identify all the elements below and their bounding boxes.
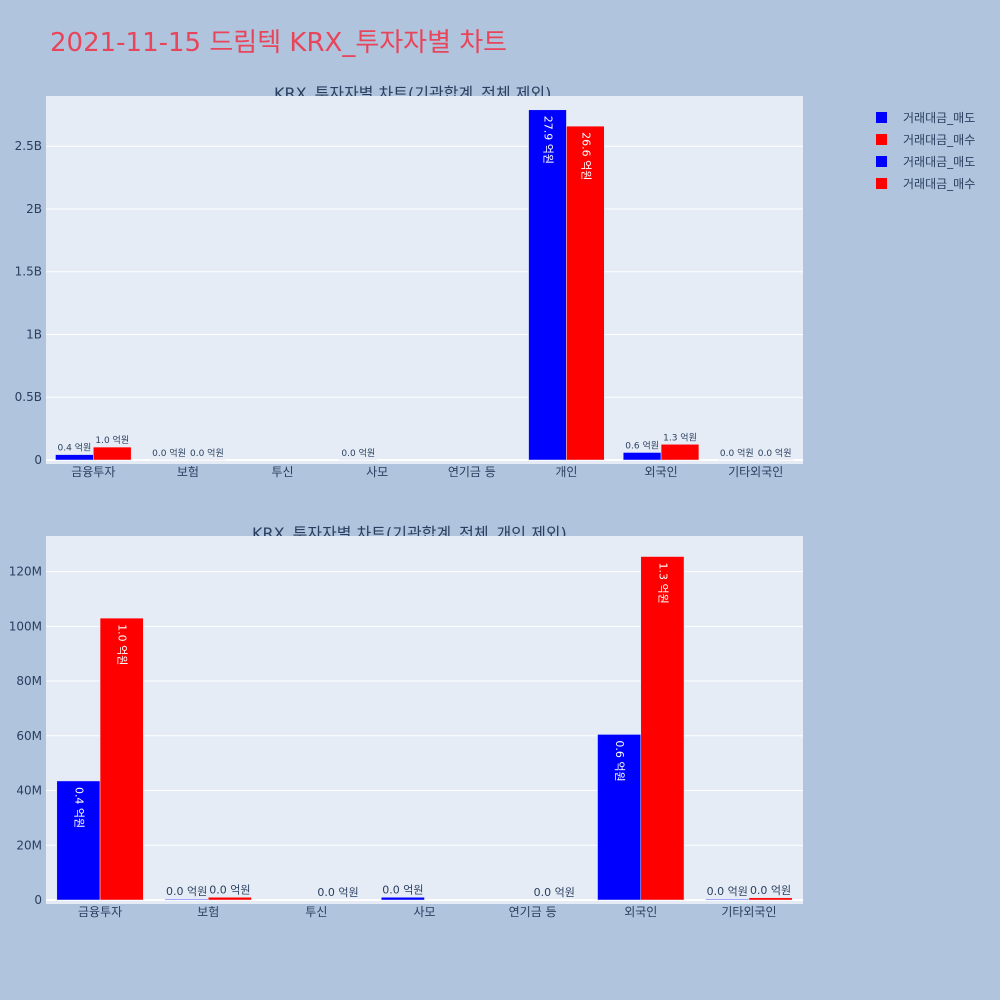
x-tick-label: 투신 xyxy=(272,465,294,479)
bar-value-label: 0.0 억원 xyxy=(166,885,207,898)
legend: 거래대금_매도 거래대금_매수 거래대금_매도 거래대금_매수 xyxy=(876,106,975,194)
bar-value-label: 0.0 억원 xyxy=(707,885,748,898)
x-tick-label: 사모 xyxy=(366,465,388,479)
bar-value-label: 1.0 억원 xyxy=(116,624,129,665)
x-tick-label: 기타외국인 xyxy=(728,465,783,479)
legend-label: 거래대금_매수 xyxy=(903,132,976,147)
legend-label: 거래대금_매도 xyxy=(903,154,976,169)
bar xyxy=(56,780,101,901)
legend-label: 거래대금_매수 xyxy=(903,176,976,191)
bar xyxy=(55,454,94,461)
bar-value-label: 0.4 억원 xyxy=(58,442,92,454)
bar-value-label: 0.0 억원 xyxy=(341,447,375,459)
y-tick-label: 0.5B xyxy=(15,390,42,404)
y-tick-label: 1.5B xyxy=(15,265,42,279)
bar-value-label: 0.0 억원 xyxy=(190,447,224,459)
bar xyxy=(99,617,144,901)
bar-value-label: 1.0 억원 xyxy=(95,434,129,446)
legend-swatch-sell xyxy=(876,111,887,123)
bar-value-label: 0.6 억원 xyxy=(625,439,659,451)
x-tick-label: 외국인 xyxy=(645,465,678,479)
x-tick-label: 연기금 등 xyxy=(509,905,557,919)
x-tick-label: 금융투자 xyxy=(78,905,122,919)
x-tick-label: 외국인 xyxy=(624,905,657,919)
legend-swatch-sell xyxy=(876,155,887,167)
y-tick-label: 40M xyxy=(16,784,42,798)
x-tick-label: 개인 xyxy=(555,465,577,479)
bar xyxy=(164,898,209,901)
bar xyxy=(705,898,750,901)
bar-value-label: 0.0 억원 xyxy=(720,447,754,459)
bar xyxy=(528,109,567,461)
bar xyxy=(93,446,132,461)
y-tick-label: 20M xyxy=(16,838,42,852)
plot-area xyxy=(46,96,803,464)
bar xyxy=(380,897,425,901)
bar-value-label: 0.0 억원 xyxy=(209,883,250,896)
legend-item[interactable]: 거래대금_매수 xyxy=(876,172,975,194)
y-tick-label: 80M xyxy=(16,674,42,688)
legend-swatch-buy xyxy=(876,133,887,145)
bar xyxy=(660,444,700,461)
x-tick-label: 연기금 등 xyxy=(448,465,496,479)
y-tick-label: 120M xyxy=(9,565,42,579)
y-tick-label: 2.5B xyxy=(15,139,42,153)
x-tick-label: 금융투자 xyxy=(71,465,115,479)
chart-main-title: 2021-11-15 드림텍 KRX_투자자별 차트 xyxy=(50,28,508,58)
x-tick-label: 투신 xyxy=(305,905,327,919)
legend-swatch-buy xyxy=(876,177,887,189)
y-tick-label: 0 xyxy=(34,453,42,467)
bar xyxy=(640,556,685,901)
x-tick-label: 기타외국인 xyxy=(721,905,776,919)
x-tick-label: 사모 xyxy=(413,905,435,919)
legend-label: 거래대금_매도 xyxy=(903,110,976,125)
legend-item[interactable]: 거래대금_매수 xyxy=(876,128,975,150)
bar-value-label: 27.9 억원 xyxy=(542,116,555,164)
bar xyxy=(566,125,605,461)
bar-value-label: 0.0 억원 xyxy=(152,447,186,459)
bar-value-label: 0.4 억원 xyxy=(72,787,85,828)
y-tick-label: 1B xyxy=(26,327,42,341)
y-tick-label: 60M xyxy=(16,729,42,743)
y-tick-label: 100M xyxy=(9,619,42,633)
bar xyxy=(748,897,793,901)
bar xyxy=(622,452,662,461)
bar-value-label: 0.0 억원 xyxy=(750,884,791,897)
bar-value-label: 1.3 억원 xyxy=(663,431,697,443)
bar-value-label: 0.0 억원 xyxy=(758,447,792,459)
bar-value-label: 1.3 억원 xyxy=(656,563,669,604)
x-tick-label: 보험 xyxy=(177,465,199,479)
x-tick-label: 보험 xyxy=(197,905,219,919)
bar-value-label: 26.6 억원 xyxy=(579,132,592,180)
plot-area xyxy=(46,536,803,904)
bar-value-label: 0.0 억원 xyxy=(317,886,358,899)
legend-item[interactable]: 거래대금_매도 xyxy=(876,150,975,172)
bar-value-label: 0.0 억원 xyxy=(382,883,423,896)
y-tick-label: 2B xyxy=(26,202,42,216)
y-tick-label: 0 xyxy=(34,893,42,907)
bar-value-label: 0.6 억원 xyxy=(613,740,626,781)
bar xyxy=(207,897,252,901)
bar xyxy=(597,734,642,901)
bar-value-label: 0.0 억원 xyxy=(534,886,575,899)
legend-item[interactable]: 거래대금_매도 xyxy=(876,106,975,128)
